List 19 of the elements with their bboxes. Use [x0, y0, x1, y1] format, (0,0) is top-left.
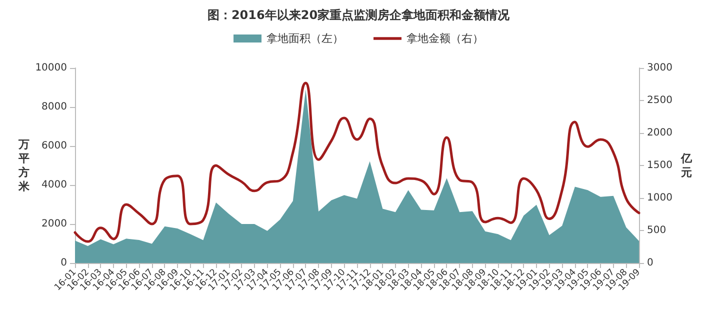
- y-axis-title: 万平方米: [17, 138, 30, 193]
- legend-label: 拿地面积（左）: [266, 32, 344, 45]
- y-tick-label: 10000: [35, 62, 67, 74]
- y-tick-label: 8000: [42, 102, 67, 112]
- y-tick-label: 4000: [42, 180, 67, 190]
- y2-tick-label: 3000: [647, 62, 672, 74]
- y2-tick-label: 0: [647, 258, 654, 268]
- y-tick-label: 6000: [42, 140, 67, 152]
- y2-tick-label: 2500: [647, 95, 672, 106]
- y2-axis-title: 亿元: [680, 152, 693, 179]
- legend-label: 拿地金额（右）: [406, 32, 484, 45]
- y2-tick-label: 1000: [647, 192, 672, 204]
- y-tick-label: 0: [60, 258, 67, 268]
- chart-title: 图：2016年以来20家重点监测房企拿地面积和金额情况: [207, 8, 511, 22]
- line-series: [74, 82, 640, 243]
- y-tick-label: 2000: [42, 218, 67, 230]
- y2-tick-label: 2000: [647, 128, 672, 138]
- y2-tick-label: 1500: [647, 160, 672, 171]
- y2-tick-label: 500: [647, 225, 666, 236]
